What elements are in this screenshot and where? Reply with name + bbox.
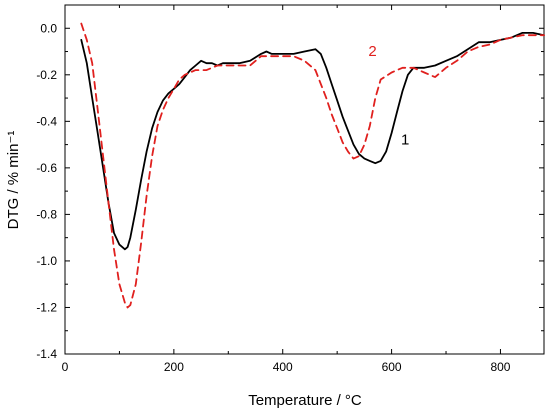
x-tick-label: 600: [382, 360, 402, 374]
x-tick-label: 800: [490, 360, 510, 374]
x-tick-label: 0: [62, 360, 69, 374]
x-tick-label: 400: [273, 360, 293, 374]
x-tick-label: 200: [164, 360, 184, 374]
series-layer: [80, 22, 545, 309]
x-axis-title: Temperature / °C: [248, 392, 362, 409]
curve-label-1: 1: [401, 132, 409, 149]
axis-tick-labels: 0 200 400 600 800 0.0 -0.2 -0.4 -0.6 -0.8 -1.0 -1.2…: [36, 21, 510, 374]
y-tick-label: 0.0: [40, 21, 57, 35]
y-tick-label: -1.4: [36, 347, 57, 361]
axis-ticks: [64, 4, 544, 355]
series-line-2: [80, 22, 545, 309]
y-tick-label: -0.2: [36, 68, 57, 82]
plot-frame: [64, 4, 545, 355]
y-tick-label: -1.0: [36, 254, 57, 268]
curve-label-2: 2: [368, 43, 376, 60]
plot-border: [64, 4, 545, 355]
y-tick-label: -0.8: [36, 207, 57, 221]
annotation-layer: 12: [368, 43, 409, 148]
series-line-1: [80, 32, 545, 251]
y-tick-label: -0.4: [36, 114, 57, 128]
y-axis-title: DTG / % min⁻¹: [5, 131, 22, 230]
y-tick-label: -0.6: [36, 161, 57, 175]
y-tick-label: -1.2: [36, 300, 57, 314]
